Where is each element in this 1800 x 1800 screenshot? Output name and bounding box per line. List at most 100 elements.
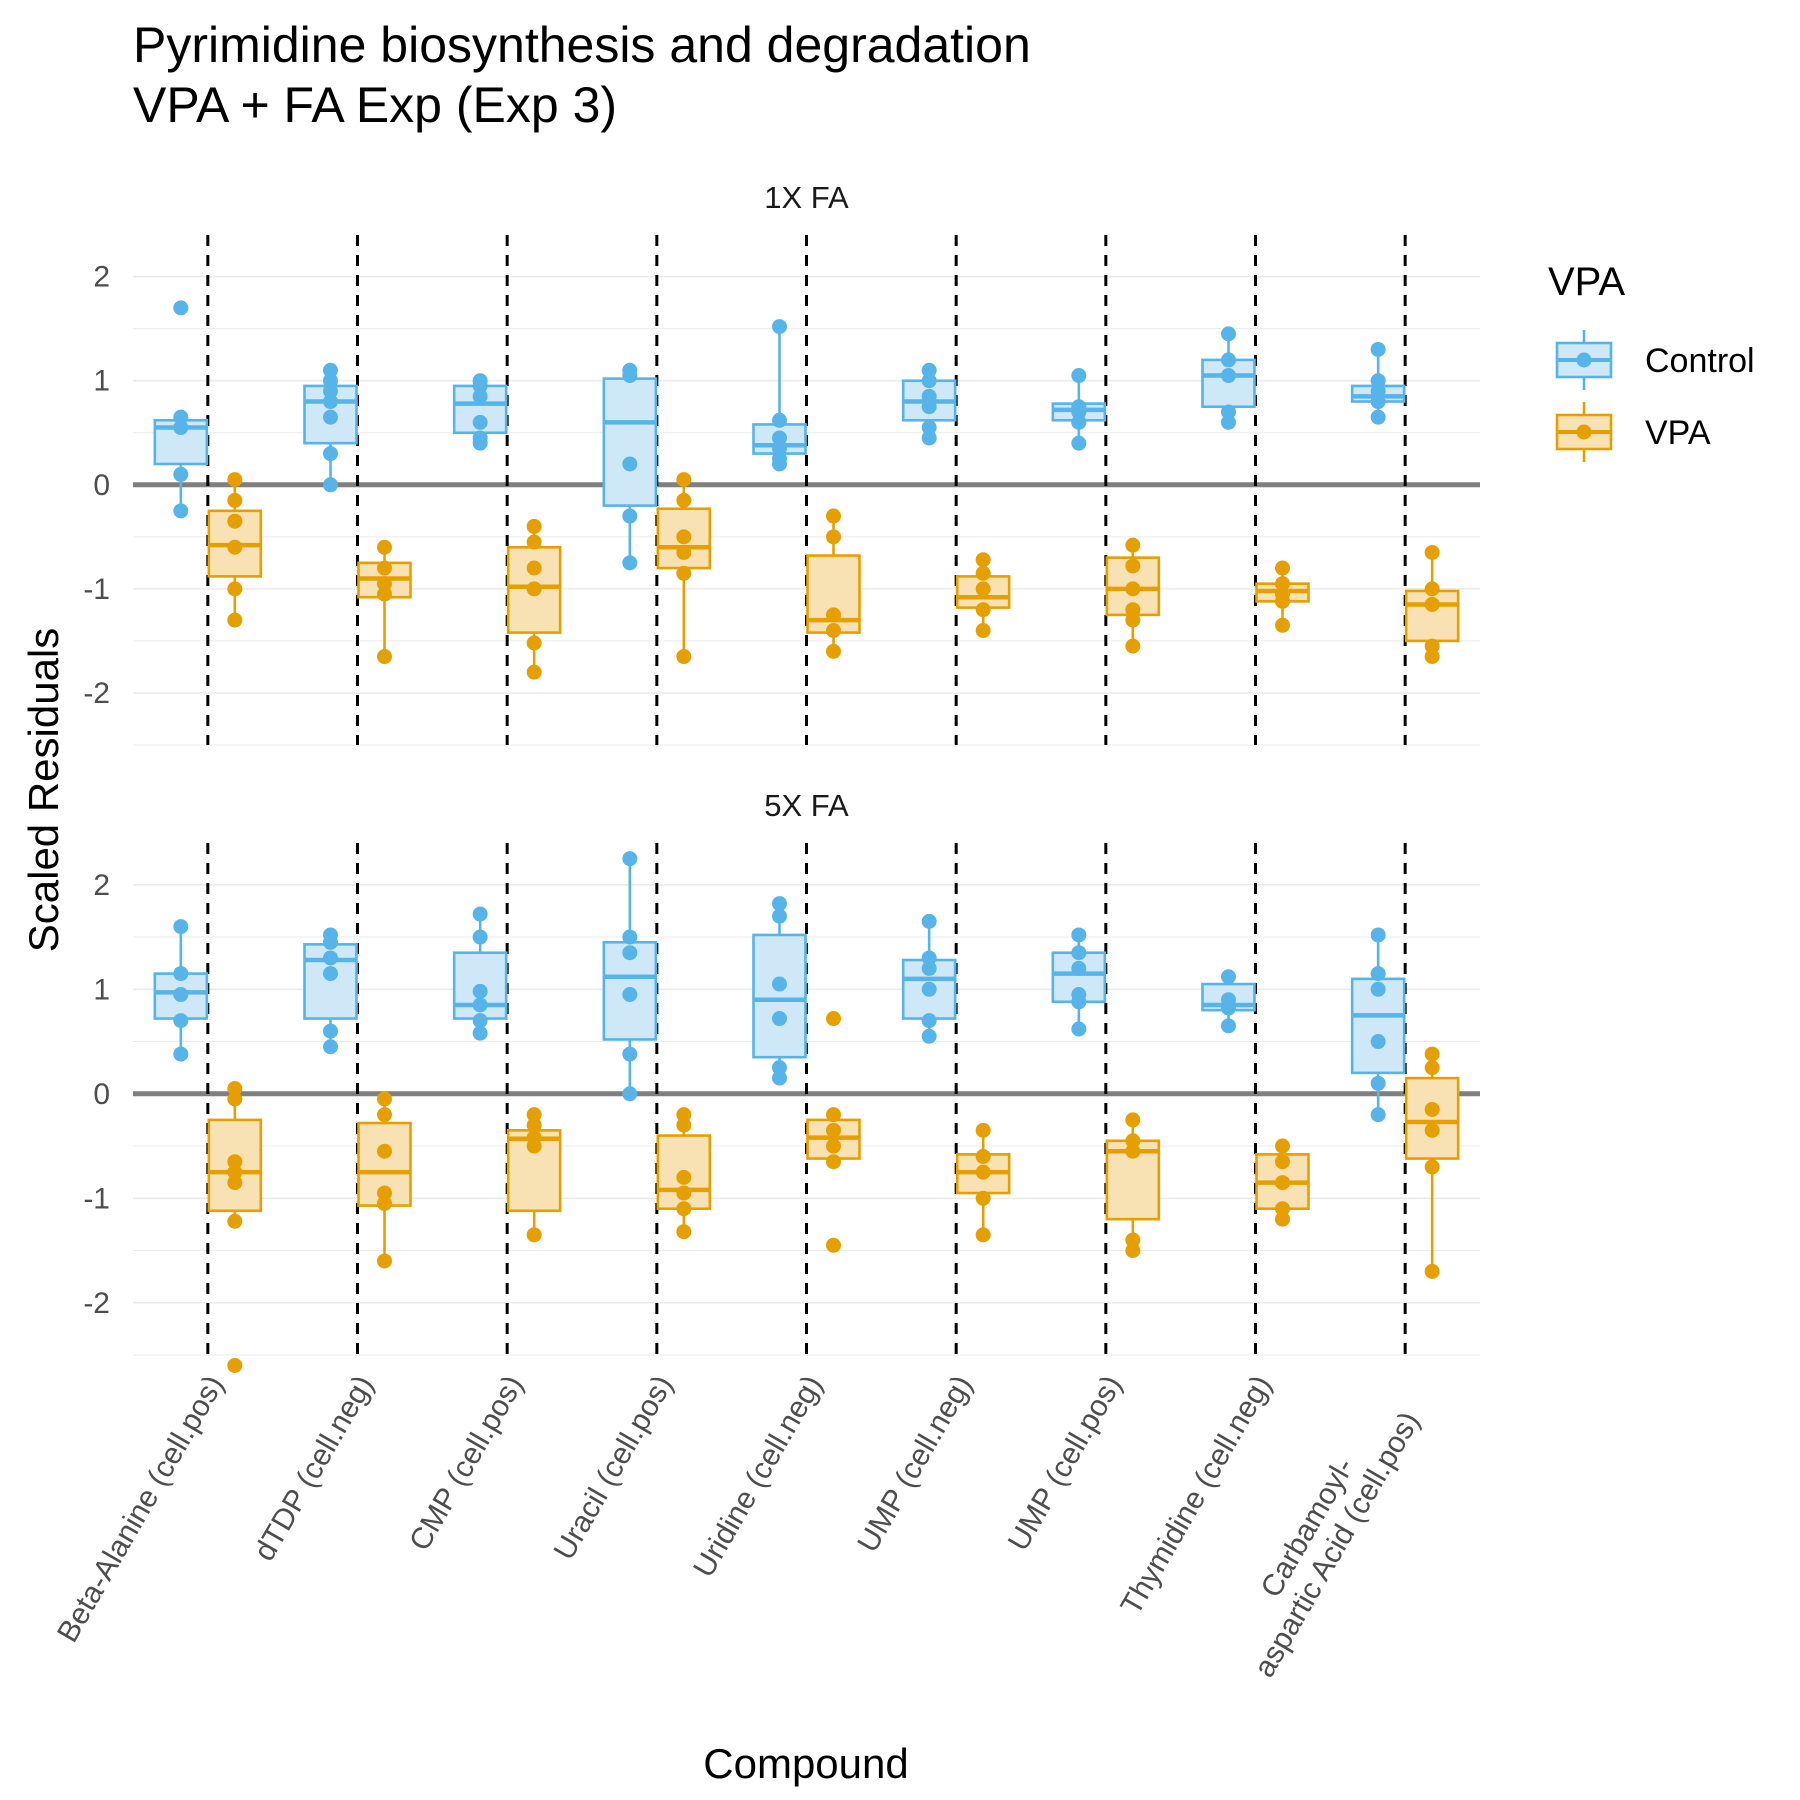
- data-point: [377, 1185, 392, 1201]
- x-tick-label: Uridine (cell.neg): [687, 1370, 829, 1583]
- control-box-3: [452, 373, 508, 451]
- data-point: [1125, 1143, 1141, 1159]
- data-point: [1424, 1159, 1440, 1175]
- data-point: [173, 919, 189, 935]
- vpa-box-2: [357, 1091, 412, 1269]
- data-point: [676, 565, 692, 581]
- box-iqr: [752, 933, 807, 1059]
- data-point: [1370, 341, 1386, 357]
- data-point: [1370, 1034, 1386, 1050]
- facet-panel-1: 1X FA -2 -1 0 1 2: [83, 180, 1480, 746]
- x-tick-label-line: UMP (cell.neg): [851, 1370, 979, 1558]
- y-tick-label: 0: [93, 1078, 110, 1111]
- data-point: [526, 1107, 542, 1123]
- chart-title: Pyrimidine biosynthesis and degradation …: [133, 17, 1031, 133]
- data-point: [1125, 1112, 1141, 1128]
- x-tick-label-line: Thymidine (cell.neg): [1115, 1370, 1279, 1620]
- data-point: [975, 1122, 991, 1138]
- data-point: [921, 373, 937, 389]
- control-box-1: [153, 300, 209, 519]
- gridlines: [133, 275, 1480, 746]
- data-point: [526, 1117, 542, 1133]
- data-point: [826, 623, 841, 639]
- data-point: [1221, 326, 1236, 342]
- data-point: [1275, 1211, 1290, 1227]
- y-tick-label: -2: [83, 677, 110, 710]
- legend-entry-vpa: VPA: [1555, 402, 1711, 462]
- y-tick-label: -1: [83, 573, 110, 606]
- data-point: [173, 966, 189, 982]
- data-point: [173, 300, 189, 316]
- category-separators: [206, 235, 1407, 745]
- x-tick-label-line: dTDP (cell.neg): [248, 1370, 381, 1567]
- data-point: [772, 976, 787, 992]
- data-point: [1424, 1060, 1440, 1076]
- box-iqr: [1404, 1076, 1460, 1160]
- data-point: [173, 503, 189, 519]
- data-point: [1071, 945, 1087, 961]
- data-point: [377, 1143, 392, 1159]
- data-point: [826, 508, 841, 524]
- data-point: [1275, 617, 1290, 633]
- data-point: [472, 378, 488, 394]
- data-point: [772, 319, 787, 335]
- x-tick-label-line: Uridine (cell.neg): [687, 1370, 829, 1583]
- control-box-8: [1201, 326, 1256, 430]
- data-point: [1424, 596, 1440, 612]
- data-point: [173, 1013, 189, 1029]
- y-tick-label: 2: [93, 261, 110, 294]
- data-point: [227, 1164, 243, 1180]
- data-point: [1125, 1243, 1141, 1259]
- data-point: [1071, 435, 1087, 451]
- data-point: [526, 1227, 542, 1243]
- data-point: [1424, 581, 1440, 597]
- data-point: [227, 1154, 243, 1170]
- control-box-6: [901, 913, 957, 1044]
- x-tick-label-line: CMP (cell.pos): [403, 1370, 530, 1556]
- x-axis-tick-labels: Beta-Alanine (cell.pos) dTDP (cell.neg) CM…: [51, 1370, 1426, 1683]
- data-point: [826, 643, 841, 659]
- vpa-boxplots: [207, 1011, 1460, 1373]
- data-point: [676, 1201, 692, 1217]
- vpa-box-5: [806, 1011, 861, 1253]
- control-box-5: [752, 319, 807, 472]
- control-box-2: [303, 362, 358, 493]
- data-point: [826, 1237, 841, 1253]
- data-point: [377, 560, 392, 576]
- data-point: [975, 1190, 991, 1206]
- y-axis-tick-labels: -2 -1 0 1 2: [83, 261, 110, 710]
- x-tick-label-line: aspartic Acid (cell.pos): [1248, 1407, 1427, 1683]
- data-point: [772, 908, 787, 924]
- data-point: [1071, 1021, 1087, 1037]
- data-point: [323, 394, 338, 410]
- data-point: [1370, 373, 1386, 389]
- data-point: [526, 534, 542, 550]
- y-axis-title: Scaled Residuals: [20, 628, 67, 953]
- x-tick-label-line: Uracil (cell.pos): [548, 1370, 680, 1566]
- data-point: [227, 472, 243, 488]
- x-tick-label-line: Beta-Alanine (cell.pos): [51, 1370, 230, 1648]
- data-point: [1370, 383, 1386, 399]
- data-point: [472, 906, 488, 922]
- data-point: [676, 1107, 692, 1123]
- data-point: [227, 612, 243, 628]
- facet-strip-label: 5X FA: [764, 788, 849, 823]
- control-box-7: [1051, 368, 1107, 451]
- data-point: [526, 664, 542, 680]
- data-point: [1071, 404, 1087, 420]
- data-point: [772, 440, 787, 456]
- data-point: [622, 456, 638, 472]
- data-point: [1275, 1138, 1290, 1154]
- control-box-9: [1350, 341, 1406, 425]
- vpa-box-7: [1105, 1112, 1161, 1259]
- data-point: [826, 1154, 841, 1170]
- data-point: [921, 1028, 937, 1044]
- data-point: [622, 929, 638, 945]
- legend: VPA Control VPA: [1548, 260, 1755, 462]
- legend-entry-label: Control: [1645, 342, 1755, 380]
- data-point: [1424, 638, 1440, 654]
- x-tick-label: UMP (cell.neg): [851, 1370, 979, 1558]
- data-point: [1424, 1263, 1440, 1279]
- data-point: [772, 1060, 787, 1076]
- data-point: [1125, 537, 1141, 553]
